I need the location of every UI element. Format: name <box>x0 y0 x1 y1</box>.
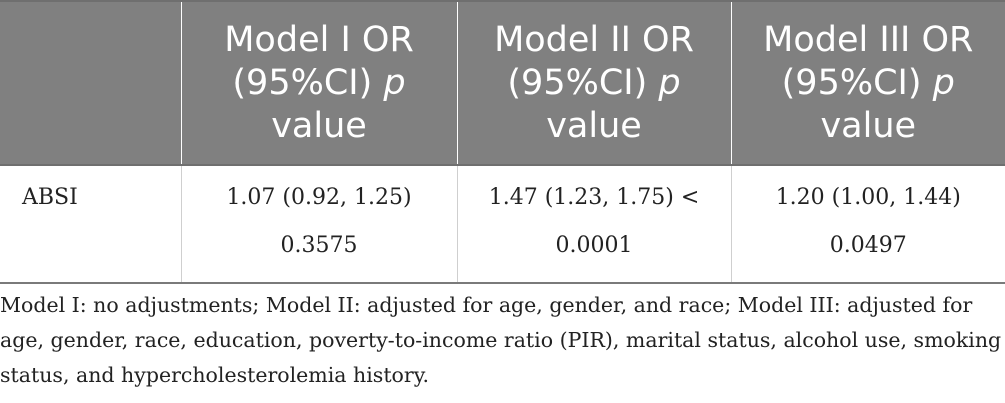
header-model-2-text: Model II OR (95%CI) <box>494 19 694 103</box>
header-model-1: Model I OR (95%CI) p value <box>180 0 457 166</box>
table-row: ABSI 1.07 (0.92, 1.25) 0.3575 1.47 (1.23… <box>0 165 1005 284</box>
header-empty-cell <box>0 0 181 166</box>
model-2-cell: 1.47 (1.23, 1.75) < 0.0001 <box>456 165 731 284</box>
header-model-3: Model III OR (95%CI) p value <box>730 0 1005 166</box>
table-header: Model I OR (95%CI) p value Model II OR (… <box>0 0 1005 166</box>
header-model-3-text: Model III OR (95%CI) <box>763 19 974 103</box>
table-body: ABSI 1.07 (0.92, 1.25) 0.3575 1.47 (1.23… <box>0 165 1005 284</box>
header-model-2-p: p <box>658 62 681 103</box>
model-3-cell: 1.20 (1.00, 1.44) 0.0497 <box>730 165 1005 284</box>
header-model-1-p: p <box>383 62 406 103</box>
results-table: Model I OR (95%CI) p value Model II OR (… <box>0 0 1005 284</box>
header-model-1-text: Model I OR (95%CI) <box>224 19 414 103</box>
header-model-2: Model II OR (95%CI) p value <box>456 0 731 166</box>
table-footnote: Model I: no adjustments; Model II: adjus… <box>0 293 1002 387</box>
header-model-3-p: p <box>932 62 955 103</box>
header-model-3-value: value <box>820 105 917 146</box>
header-model-2-value: value <box>546 105 642 146</box>
model-1-cell: 1.07 (0.92, 1.25) 0.3575 <box>180 165 457 284</box>
header-row: Model I OR (95%CI) p value Model II OR (… <box>0 0 1005 166</box>
row-label-cell: ABSI <box>0 165 181 284</box>
header-model-1-value: value <box>271 105 367 146</box>
